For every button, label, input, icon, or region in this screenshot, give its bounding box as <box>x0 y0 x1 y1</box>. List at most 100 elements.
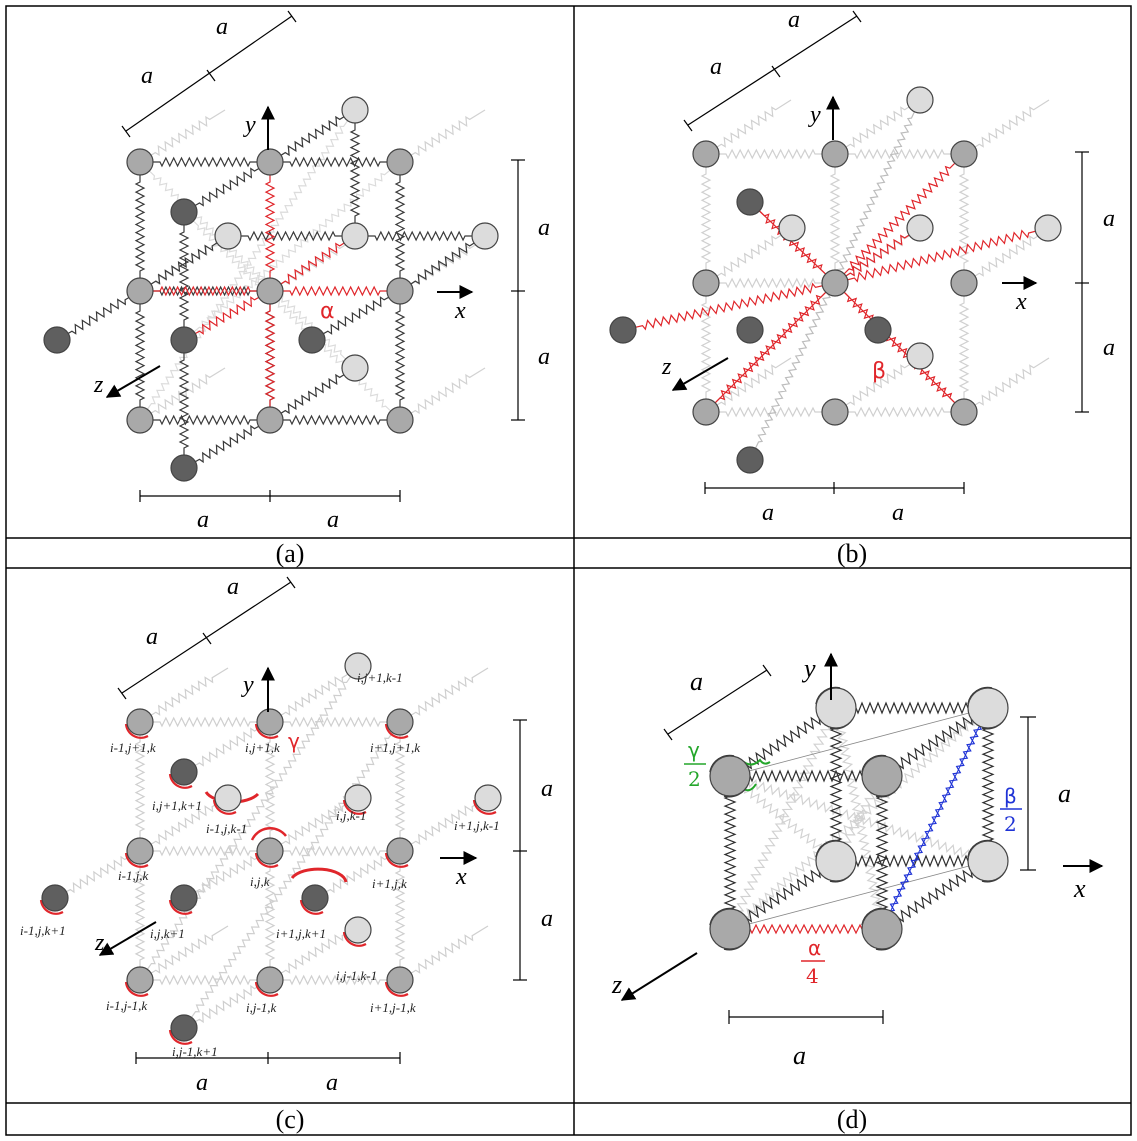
lattice-node <box>906 86 934 114</box>
lattice-node <box>256 277 284 305</box>
dim-a-right-2: a <box>538 344 550 370</box>
spring-gamma-arc <box>212 799 237 815</box>
spring-alpha-quarter <box>730 923 882 935</box>
spring-z <box>56 290 141 341</box>
node-index-label: i,j+1,k-1 <box>357 670 403 685</box>
spring-back <box>399 109 486 163</box>
spring-grid <box>394 162 406 291</box>
spring-back <box>834 99 921 155</box>
spring-grid <box>183 850 271 899</box>
spring-beta <box>834 153 965 284</box>
spring-grid <box>140 716 270 728</box>
z-axis-arrow-d <box>620 952 698 1001</box>
node-index-label: i,j,k-1 <box>336 808 366 823</box>
spring-edge <box>836 701 988 715</box>
node-index-label: i+1,j+1,k <box>370 740 420 755</box>
dim-d-top: a <box>690 667 703 696</box>
lattice-node <box>736 188 764 216</box>
spring-grid <box>140 845 270 857</box>
lattice-node <box>126 837 154 865</box>
spring-z <box>399 235 486 292</box>
dim-d-right: a <box>1058 779 1071 808</box>
lattice-node <box>386 406 414 434</box>
lattice-node <box>386 837 414 865</box>
lattice-node <box>256 837 284 865</box>
spring-beta <box>834 227 921 284</box>
spring-gamma-arc <box>168 1029 193 1045</box>
axis-y-label-b: y <box>808 102 821 128</box>
spring-gamma-half <box>743 758 771 766</box>
spring-gamma-arc <box>342 931 367 947</box>
dim-b-right-1: a <box>1103 206 1115 232</box>
spring-gamma-arc <box>168 773 193 789</box>
spring-z <box>178 212 190 340</box>
lattice-node <box>609 316 637 344</box>
node-index-label: i,j,k <box>250 874 270 889</box>
spring-grid <box>314 850 401 899</box>
spring-back <box>139 925 229 981</box>
dim-c-top-2: a <box>146 624 158 650</box>
spring-gamma-arc <box>290 867 348 883</box>
node-index-label: i,j-1,k+1 <box>172 1044 218 1059</box>
panel-d-diagram <box>709 686 1009 951</box>
panel-b-dimensions: a a a a a a y x z β <box>661 7 1115 526</box>
lattice-node <box>298 326 326 354</box>
spring-grid <box>140 285 270 297</box>
spring-grid <box>54 850 141 899</box>
spring-z <box>269 109 356 163</box>
spring-edge <box>881 860 989 930</box>
dim-c-right-1: a <box>541 776 553 802</box>
spring-z <box>355 230 485 242</box>
spring-edge <box>875 776 889 929</box>
spring-edge <box>881 707 989 777</box>
spring-label-alpha: α <box>320 299 335 324</box>
lattice-node <box>41 884 69 912</box>
spring-back <box>269 925 359 981</box>
spring-diag <box>139 665 359 981</box>
fraction-gamma-den: 2 <box>688 767 701 791</box>
spring-z <box>139 235 229 292</box>
spring-grid <box>140 974 270 986</box>
spring-gamma-arc <box>39 899 64 915</box>
spring-diag <box>139 109 356 421</box>
axis-x-label-c: x <box>455 864 467 890</box>
lattice-node <box>126 966 154 994</box>
spring-diag <box>183 721 401 1029</box>
lattice-node <box>126 148 154 176</box>
spring-diag <box>835 707 883 930</box>
spring-back <box>705 228 792 284</box>
spring-gamma-arc <box>254 852 279 868</box>
lattice-node <box>471 222 499 250</box>
spring-z <box>228 230 355 242</box>
axis-y-label: y <box>243 112 256 138</box>
spring-grid <box>394 722 406 851</box>
spring-gamma-arc <box>472 799 497 815</box>
lattice-node <box>170 326 198 354</box>
spring-gamma-arc <box>384 981 409 997</box>
lattice-node <box>736 316 764 344</box>
panel-grid <box>5 5 1132 1136</box>
fraction-alpha-den: 4 <box>806 964 819 988</box>
fraction-beta-den: 2 <box>1004 812 1017 836</box>
panel-b-diagram <box>609 86 1062 474</box>
lattice-node <box>386 708 414 736</box>
spring-grid <box>264 851 276 980</box>
axis-x-label: x <box>454 298 466 324</box>
spring-back <box>139 367 226 421</box>
lattice-node <box>170 1014 198 1042</box>
lattice-node <box>341 222 369 250</box>
panel-c-dimensions: a a a a a a y x z γ <box>94 574 553 1096</box>
lattice-node <box>341 354 369 382</box>
lattice-node <box>344 652 372 680</box>
spring-edge <box>723 776 737 929</box>
spring-back <box>139 667 229 723</box>
spring-grid <box>140 156 270 168</box>
lattice-node <box>214 784 242 812</box>
spring-edge <box>981 708 995 861</box>
spring-grid <box>134 851 146 980</box>
lattice-node <box>256 966 284 994</box>
spring-grid <box>134 291 146 420</box>
spring-beta-half <box>881 707 989 930</box>
z-axis-arrow <box>105 365 161 398</box>
spring-back <box>269 667 359 723</box>
